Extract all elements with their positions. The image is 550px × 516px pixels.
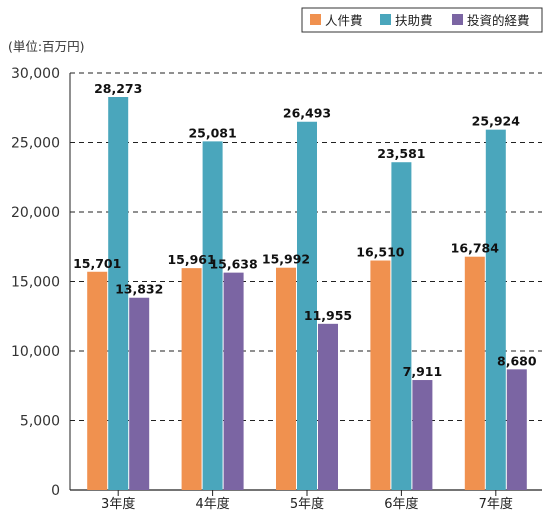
- bars: [87, 97, 527, 491]
- data-label: 15,701: [73, 256, 121, 271]
- bar: [318, 323, 338, 490]
- data-label: 26,493: [283, 106, 331, 121]
- x-axis: 3年度 4年度 5年度 6年度 7年度: [101, 490, 513, 512]
- data-label: 28,273: [94, 81, 142, 96]
- y-tick-label: 10,000: [11, 344, 60, 360]
- bar: [108, 97, 129, 490]
- legend-swatch: [380, 14, 391, 25]
- bar: [129, 297, 150, 490]
- unit-label: (単位:百万円): [8, 39, 84, 54]
- y-tick-label: 25,000: [11, 136, 60, 152]
- data-label: 15,638: [209, 257, 257, 272]
- y-tick-label: 0: [51, 483, 60, 499]
- y-tick-label: 20,000: [11, 205, 60, 221]
- legend: 人件費 扶助費 投資的経費: [301, 7, 543, 33]
- bar: [464, 256, 485, 490]
- legend-box: [301, 7, 543, 33]
- x-tick-label: 4年度: [195, 496, 229, 512]
- data-label: 23,581: [377, 146, 425, 161]
- data-label: 25,924: [472, 114, 521, 129]
- bar: [202, 141, 223, 491]
- data-label: 16,510: [356, 245, 405, 260]
- y-tick-label: 5,000: [20, 414, 60, 430]
- bar: [276, 267, 296, 490]
- data-label: 15,961: [167, 252, 215, 267]
- y-tick-label: 30,000: [11, 66, 60, 82]
- data-label: 13,832: [115, 282, 163, 297]
- x-tick-label: 3年度: [101, 496, 135, 512]
- legend-label: 扶助費: [395, 13, 433, 28]
- legend-swatch: [310, 14, 321, 25]
- bar: [412, 380, 433, 490]
- legend-label: 人件費: [325, 13, 363, 28]
- data-label: 16,784: [451, 241, 500, 256]
- bar: [223, 272, 244, 490]
- bar: [485, 129, 506, 490]
- bar: [87, 271, 108, 490]
- x-tick-label: 7年度: [479, 496, 513, 512]
- bar: [297, 121, 317, 490]
- data-label: 7,911: [403, 364, 443, 379]
- data-label: 8,680: [497, 353, 537, 368]
- bar: [391, 162, 412, 490]
- data-labels: 15,701 28,273 13,832 15,961 25,081 15,638 15,9…: [73, 81, 537, 379]
- data-label: 15,992: [262, 252, 310, 267]
- x-tick-label: 6年度: [384, 496, 418, 512]
- data-label: 11,955: [304, 308, 352, 323]
- legend-swatch: [452, 14, 463, 25]
- bar: [506, 369, 527, 490]
- bar: [370, 260, 391, 490]
- y-tick-label: 15,000: [11, 275, 60, 291]
- x-tick-label: 5年度: [290, 496, 324, 512]
- bar: [181, 268, 202, 490]
- legend-label: 投資的経費: [467, 13, 530, 28]
- data-label: 25,081: [188, 125, 236, 140]
